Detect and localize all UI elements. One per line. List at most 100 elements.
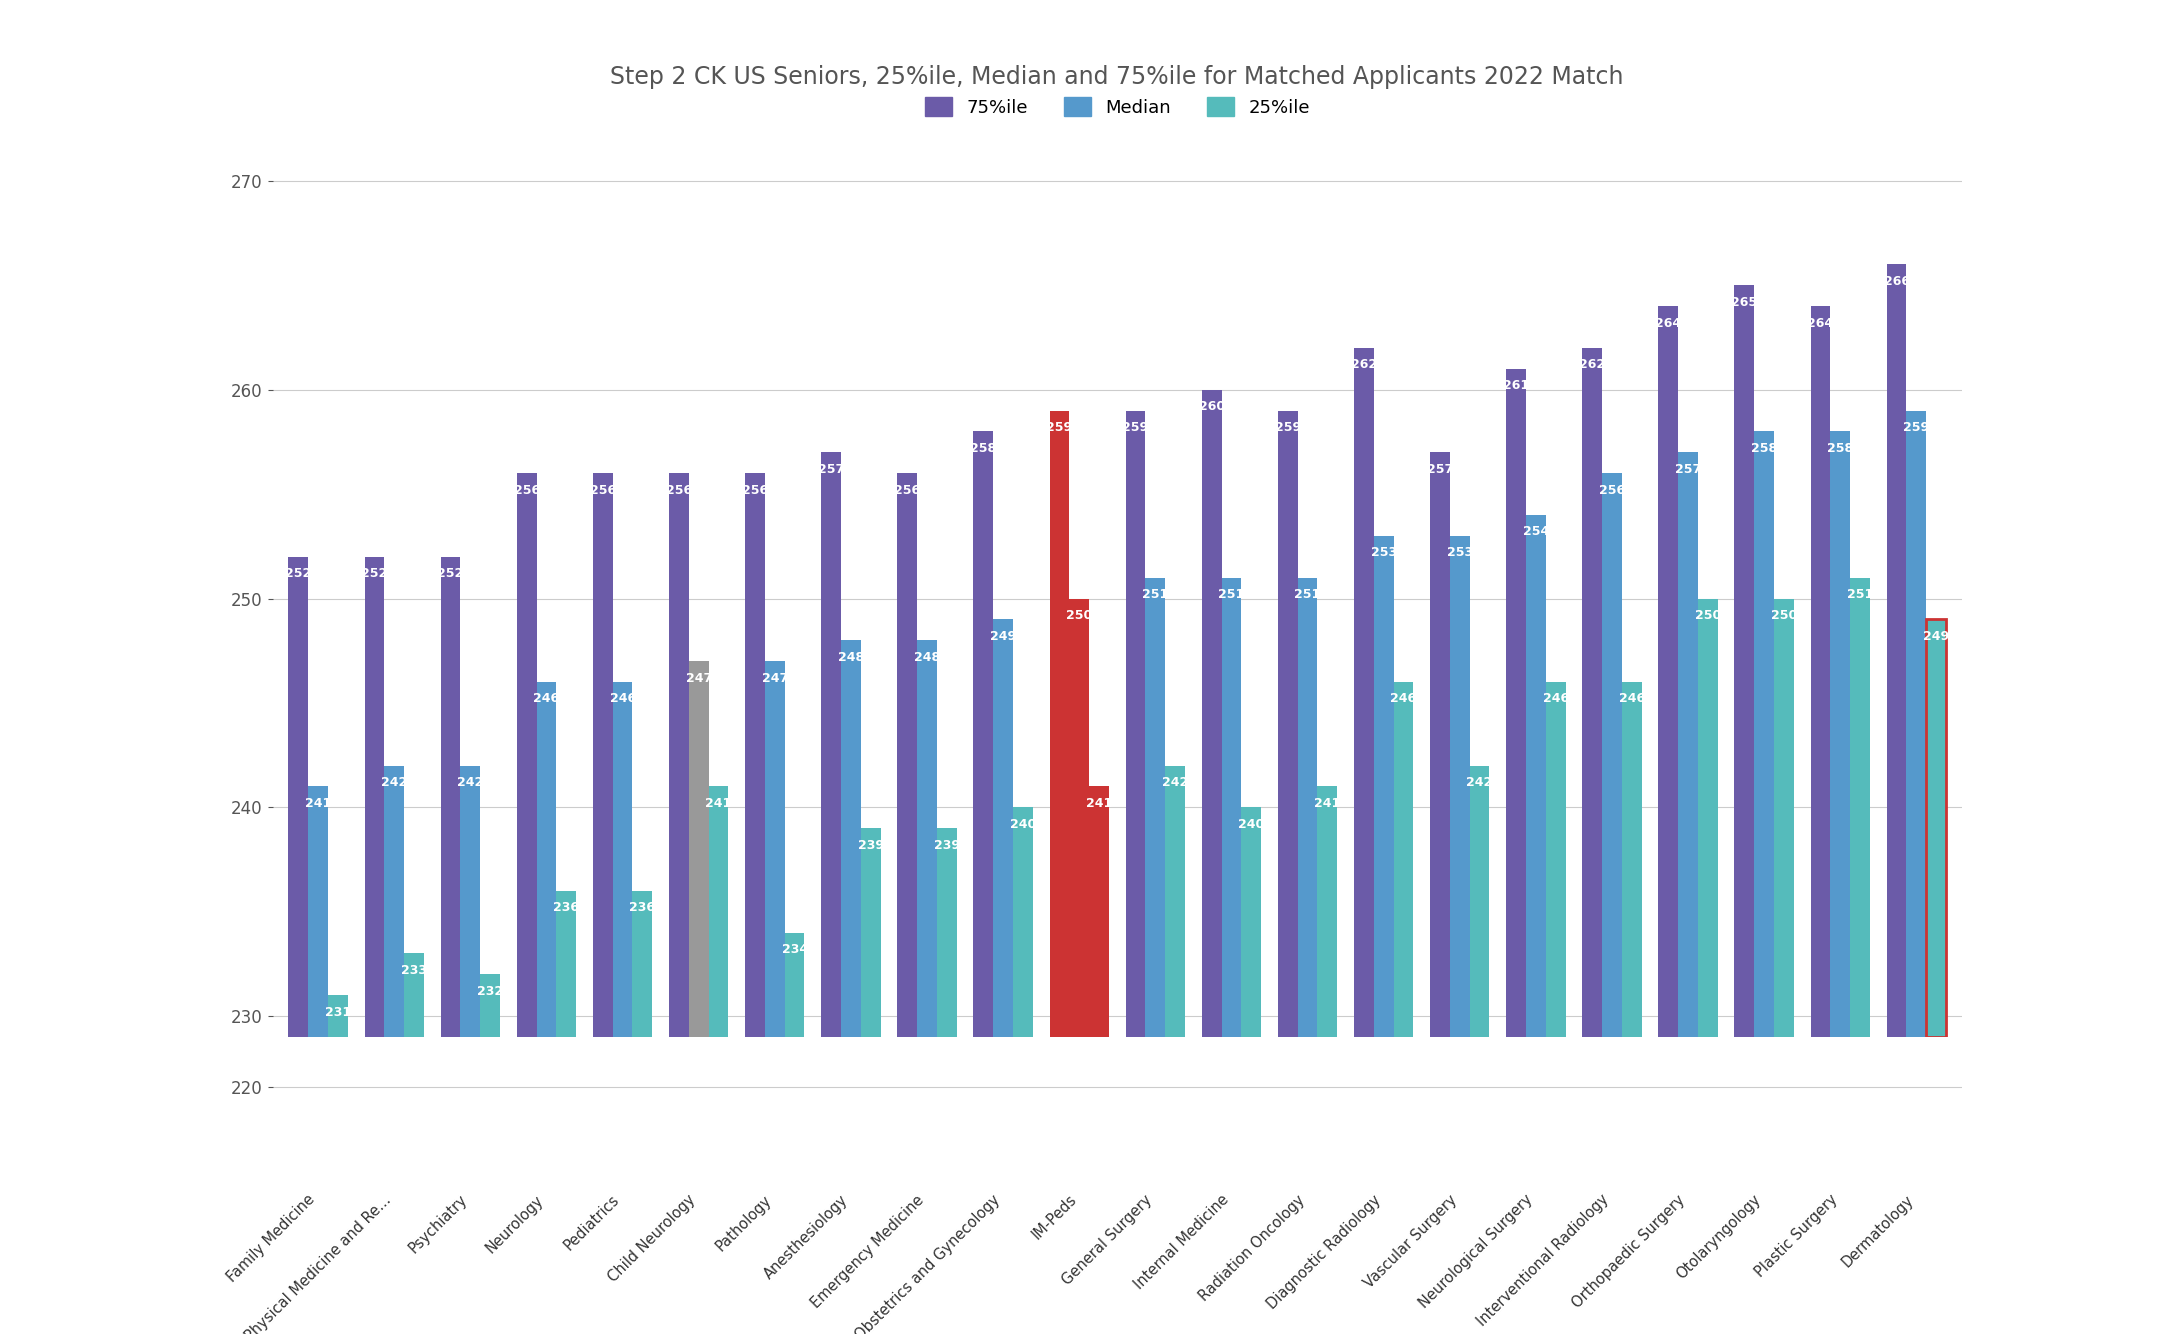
Bar	[403, 954, 423, 1037]
Bar	[974, 431, 994, 1037]
Text: 232: 232	[477, 984, 504, 998]
Text: 256: 256	[514, 484, 541, 496]
Text: 250: 250	[1066, 608, 1092, 622]
Text: 252: 252	[286, 567, 312, 580]
Bar	[1679, 452, 1698, 1037]
Bar	[364, 556, 384, 1037]
Bar	[1049, 411, 1070, 1037]
Bar	[1164, 766, 1186, 1037]
Legend: 75%ile, Median, 25%ile: 75%ile, Median, 25%ile	[918, 91, 1317, 124]
Bar	[937, 828, 957, 1037]
Text: 236: 236	[630, 902, 656, 914]
Text: 256: 256	[591, 484, 617, 496]
Text: 256: 256	[894, 484, 920, 496]
Text: 247: 247	[761, 671, 787, 684]
Text: 258: 258	[1827, 442, 1853, 455]
Bar	[1546, 682, 1565, 1037]
Text: 242: 242	[382, 776, 408, 788]
Bar	[746, 474, 765, 1037]
Bar	[1317, 787, 1336, 1037]
Text: 264: 264	[1655, 316, 1681, 329]
Text: 236: 236	[554, 902, 580, 914]
Text: 246: 246	[1618, 692, 1644, 706]
Bar	[1125, 411, 1145, 1037]
Text: 258: 258	[970, 442, 996, 455]
Text: 241: 241	[706, 796, 732, 810]
Bar	[994, 619, 1014, 1037]
Text: 264: 264	[1807, 316, 1833, 329]
Bar	[1622, 682, 1642, 1037]
Bar	[1755, 431, 1775, 1037]
Bar	[1070, 599, 1090, 1037]
Bar	[1450, 536, 1469, 1037]
Text: 239: 239	[933, 839, 959, 851]
Bar	[307, 787, 327, 1037]
Text: 253: 253	[1448, 547, 1474, 559]
Bar	[1354, 348, 1373, 1037]
Bar	[1526, 515, 1546, 1037]
Bar	[480, 974, 499, 1037]
Text: 240: 240	[1009, 818, 1036, 831]
Bar	[785, 932, 804, 1037]
Text: 242: 242	[1162, 776, 1188, 788]
Text: 259: 259	[1275, 422, 1301, 434]
Text: 265: 265	[1731, 296, 1757, 308]
Bar	[384, 766, 403, 1037]
Text: 249: 249	[990, 630, 1016, 643]
Text: 257: 257	[1426, 463, 1454, 476]
Bar	[1277, 411, 1297, 1037]
Bar	[1014, 807, 1033, 1037]
Text: 250: 250	[1770, 608, 1796, 622]
Text: 250: 250	[1694, 608, 1720, 622]
Text: 256: 256	[1598, 484, 1624, 496]
Text: 246: 246	[1543, 692, 1570, 706]
Text: 259: 259	[1046, 422, 1073, 434]
Text: 231: 231	[325, 1006, 351, 1019]
Bar	[1908, 411, 1927, 1037]
Text: 252: 252	[438, 567, 464, 580]
Text: 241: 241	[305, 796, 331, 810]
Text: 261: 261	[1502, 379, 1528, 392]
Bar	[1373, 536, 1393, 1037]
Bar	[1583, 348, 1602, 1037]
Bar	[1201, 390, 1221, 1037]
Bar	[440, 556, 460, 1037]
Text: 252: 252	[362, 567, 388, 580]
Text: 251: 251	[1846, 588, 1873, 602]
Text: 241: 241	[1315, 796, 1341, 810]
Bar	[1775, 599, 1794, 1037]
Text: 247: 247	[685, 671, 713, 684]
Bar	[1144, 578, 1164, 1037]
Text: 246: 246	[610, 692, 637, 706]
Bar	[1469, 766, 1489, 1037]
Text: 251: 251	[1142, 588, 1168, 602]
Text: 258: 258	[1751, 442, 1777, 455]
Bar	[536, 682, 556, 1037]
Title: Step 2 CK US Seniors, 25%ile, Median and 75%ile for Matched Applicants 2022 Matc: Step 2 CK US Seniors, 25%ile, Median and…	[610, 64, 1624, 88]
Text: 234: 234	[780, 943, 807, 956]
Bar	[689, 662, 708, 1037]
Bar	[841, 640, 861, 1037]
Text: 256: 256	[665, 484, 691, 496]
Text: 254: 254	[1522, 526, 1550, 539]
Bar	[1240, 807, 1260, 1037]
Bar	[327, 995, 349, 1037]
Bar	[898, 474, 918, 1037]
Text: 242: 242	[458, 776, 484, 788]
Bar	[1659, 307, 1679, 1037]
Bar	[1297, 578, 1317, 1037]
Text: 239: 239	[857, 839, 883, 851]
Text: 242: 242	[1467, 776, 1493, 788]
Text: 248: 248	[913, 651, 940, 664]
Bar	[1831, 431, 1851, 1037]
Text: 241: 241	[1086, 796, 1112, 810]
Text: 233: 233	[401, 964, 427, 976]
Bar	[460, 766, 480, 1037]
Bar	[669, 474, 689, 1037]
Bar	[765, 662, 785, 1037]
Text: 248: 248	[837, 651, 863, 664]
Text: 266: 266	[1884, 275, 1910, 288]
Text: 253: 253	[1371, 547, 1397, 559]
Bar	[1393, 682, 1413, 1037]
Bar	[517, 474, 536, 1037]
